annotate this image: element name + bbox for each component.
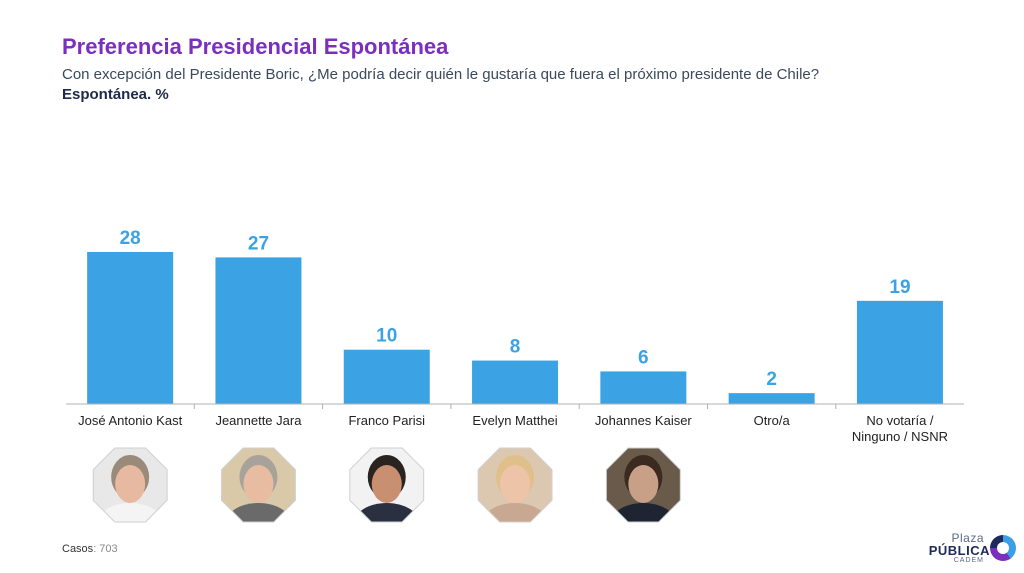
logo-cadem-text: CADEM [953, 557, 984, 564]
candidate-photo-0 [92, 447, 168, 523]
data-label-0: 28 [120, 228, 141, 249]
category-label-4: Johannes Kaiser [595, 413, 693, 428]
bar-0 [87, 251, 174, 404]
logo-mark-icon [990, 535, 1016, 561]
logo-publica-text: PÚBLICA [928, 543, 990, 558]
casos-value: : 703 [93, 543, 118, 555]
chart-subtitle: Espontánea. % [62, 86, 169, 103]
chart-question: Con excepción del Presidente Boric, ¿Me … [62, 66, 820, 83]
bar-2 [343, 349, 430, 404]
bar-1 [215, 257, 302, 404]
data-label-2: 10 [376, 326, 397, 347]
data-label-3: 8 [510, 337, 521, 358]
category-label-6: No votaría / Ninguno / NSNR [852, 413, 948, 444]
candidate-photo-4 [605, 447, 681, 523]
bar-5 [728, 393, 815, 404]
bar-3 [472, 360, 559, 404]
candidate-photo-1 [221, 447, 296, 523]
category-label-2: Franco Parisi [348, 413, 425, 428]
candidate-photo-3 [477, 447, 553, 523]
category-label-0: José Antonio Kast [78, 413, 182, 428]
category-label-3: Evelyn Matthei [472, 413, 557, 428]
data-label-4: 6 [638, 347, 649, 368]
data-label-1: 27 [248, 233, 269, 254]
casos-label: Casos [62, 543, 94, 555]
candidate-photo-2 [349, 447, 425, 523]
data-label-6: 19 [889, 277, 910, 298]
bar-4 [600, 371, 687, 404]
bar-6 [856, 300, 943, 404]
category-label-1: Jeannette Jara [215, 413, 302, 428]
logo-plaza-text: Plaza [951, 531, 984, 545]
category-label-5: Otro/a [754, 413, 791, 428]
data-label-5: 2 [766, 369, 777, 390]
chart-title: Preferencia Presidencial Espontánea [62, 34, 449, 59]
sample-size: Casos: 703 [62, 543, 118, 555]
plaza-publica-logo: Plaza PÚBLICA CADEM [922, 531, 1018, 567]
